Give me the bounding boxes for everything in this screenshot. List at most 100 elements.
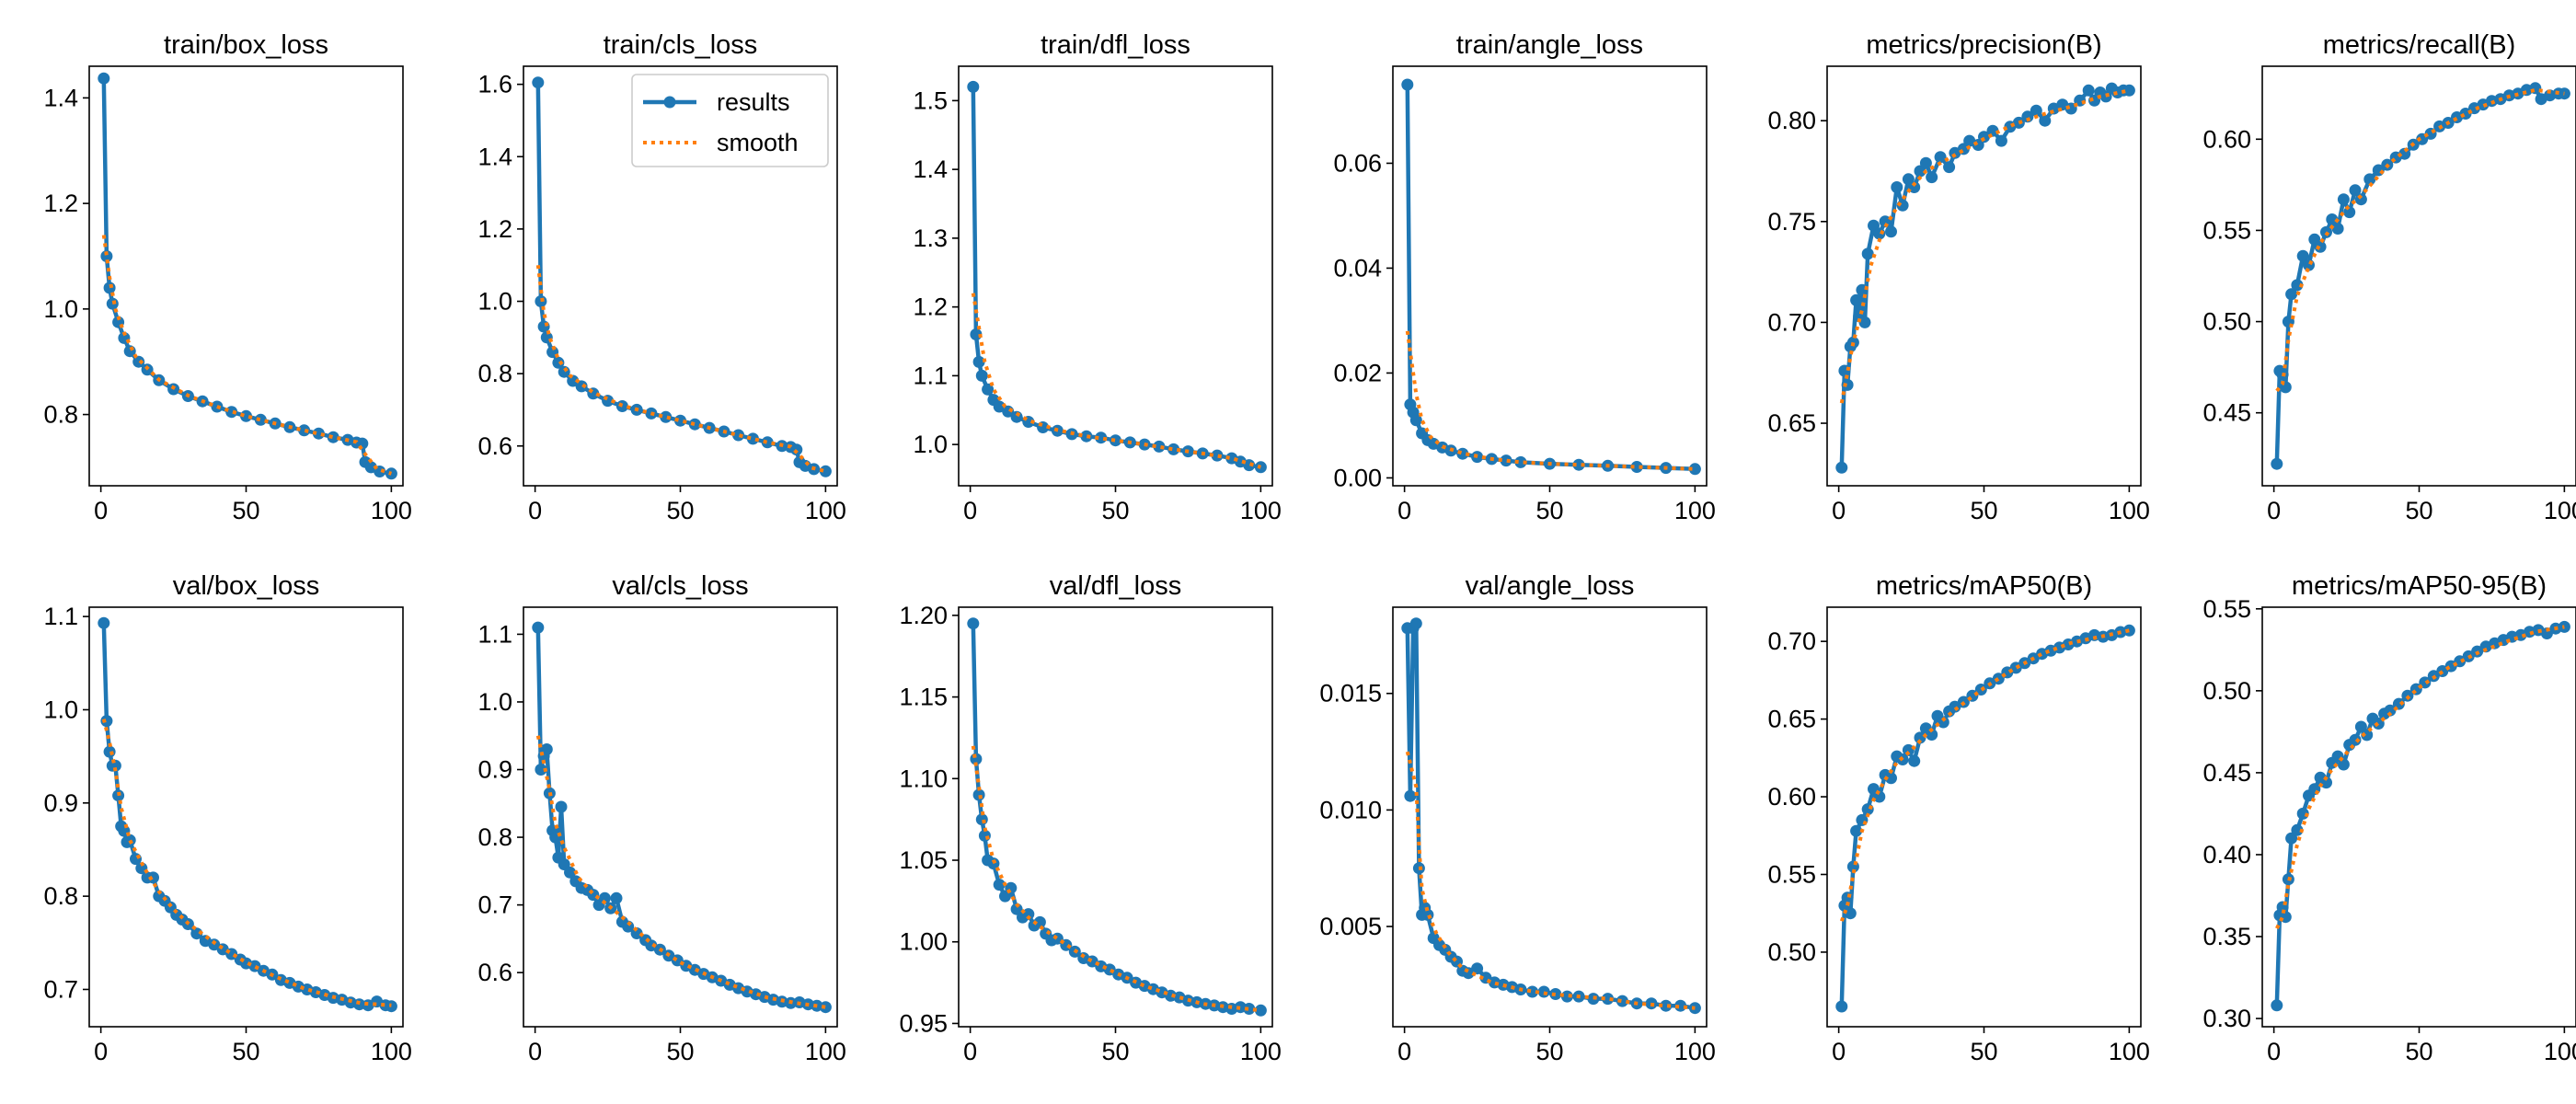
x-tick-label: 50 bbox=[1535, 1038, 1563, 1065]
results-point bbox=[240, 409, 252, 422]
y-tick-label: 0.9 bbox=[477, 756, 512, 784]
axes-frame bbox=[88, 65, 404, 487]
results-point bbox=[1914, 731, 1926, 744]
axes-frame bbox=[2261, 65, 2576, 487]
results-point bbox=[2285, 288, 2298, 301]
y-tick-label: 0.6 bbox=[477, 432, 512, 460]
results-point bbox=[98, 616, 110, 629]
y-tick-label: 1.05 bbox=[899, 846, 948, 874]
y-tick-label: 1.1 bbox=[913, 362, 948, 389]
panel-metrics-map50-b: metrics/mAP50(B) 0 50 100 0.50 0.55 0.60 0.65 0.… bbox=[1767, 571, 2149, 1065]
panel-train-box-loss: train/box_loss 0 50 100 0.8 1.0 1.2 1.4 bbox=[43, 30, 411, 524]
x-tick-label: 0 bbox=[94, 1038, 108, 1065]
y-tick-label: 0.8 bbox=[477, 823, 512, 851]
y-tick-label: 0.60 bbox=[2202, 125, 2251, 153]
panel-title: metrics/mAP50(B) bbox=[1876, 571, 2092, 601]
results-point bbox=[1243, 1003, 1256, 1015]
results-point bbox=[1500, 454, 1512, 467]
results-point bbox=[2320, 776, 2332, 789]
plot-data bbox=[532, 621, 832, 1014]
y-tick-label: 1.0 bbox=[43, 295, 78, 323]
y-tick-label: 1.1 bbox=[43, 603, 78, 630]
results-point bbox=[1254, 1004, 1267, 1017]
y-tick-label: 0.015 bbox=[1319, 680, 1382, 707]
results-point bbox=[615, 400, 628, 412]
results-point bbox=[1841, 378, 1854, 391]
results-point bbox=[532, 76, 545, 89]
y-tick-label: 0.7 bbox=[43, 975, 78, 1003]
x-tick-label: 100 bbox=[1240, 497, 1282, 524]
smooth-line bbox=[1405, 330, 1696, 471]
results-point bbox=[1033, 915, 1046, 928]
plot-data bbox=[532, 76, 832, 477]
y-tick-label: 0.8 bbox=[43, 882, 78, 910]
results-point bbox=[532, 621, 545, 634]
results-point bbox=[106, 297, 119, 310]
x-tick-label: 0 bbox=[94, 497, 108, 524]
y-tick-label: 1.3 bbox=[913, 224, 948, 252]
results-point bbox=[993, 879, 1006, 891]
panel-metrics-recall-b: metrics/recall(B) 0 50 100 0.45 0.50 0.55 0.60 bbox=[2202, 30, 2576, 524]
results-point bbox=[567, 374, 580, 387]
legend-smooth-label: smooth bbox=[717, 129, 799, 156]
y-tick-label: 0.35 bbox=[2202, 923, 2251, 950]
results-point bbox=[2030, 104, 2042, 117]
results-point bbox=[103, 282, 116, 294]
results-point bbox=[2308, 783, 2321, 796]
y-tick-label: 1.4 bbox=[477, 143, 512, 170]
results-point bbox=[1943, 161, 1956, 174]
y-tick-label: 0.60 bbox=[1767, 783, 1816, 811]
axes-frame bbox=[958, 65, 1273, 487]
x-tick-label: 0 bbox=[963, 497, 977, 524]
results-point bbox=[2082, 84, 2095, 97]
results-point bbox=[598, 891, 611, 904]
y-tick-label: 0.70 bbox=[1767, 308, 1816, 336]
results-point bbox=[967, 617, 980, 630]
x-tick-label: 50 bbox=[1101, 497, 1129, 524]
smooth-line bbox=[1405, 751, 1696, 1010]
results-line bbox=[1839, 86, 2130, 468]
results-point bbox=[2122, 84, 2135, 97]
results-point bbox=[660, 410, 673, 423]
results-point bbox=[1010, 410, 1023, 423]
results-point bbox=[2271, 999, 2283, 1012]
results-point bbox=[2349, 184, 2362, 197]
panel-val-angle-loss: val/angle_loss 0 50 100 0.005 0.010 0.015 bbox=[1319, 571, 1715, 1065]
x-tick-label: 50 bbox=[1970, 1038, 1997, 1065]
results-line bbox=[1405, 84, 1696, 472]
results-point bbox=[746, 432, 759, 445]
plot-data bbox=[1401, 617, 1701, 1015]
results-point bbox=[1858, 316, 1871, 328]
results-point bbox=[1404, 789, 1417, 802]
results-point bbox=[2122, 624, 2135, 637]
y-tick-label: 0.7 bbox=[477, 891, 512, 919]
y-tick-label: 0.75 bbox=[1767, 208, 1816, 236]
y-tick-label: 0.45 bbox=[2202, 399, 2251, 427]
y-tick-label: 1.00 bbox=[899, 928, 948, 956]
results-point bbox=[312, 427, 325, 440]
results-point bbox=[1986, 124, 1999, 137]
y-tick-label: 0.9 bbox=[43, 789, 78, 817]
results-point bbox=[1602, 993, 1615, 1006]
x-tick-label: 100 bbox=[2544, 1038, 2576, 1065]
y-tick-label: 1.15 bbox=[899, 684, 948, 711]
results-point bbox=[1572, 458, 1585, 471]
results-point bbox=[1616, 995, 1628, 1007]
results-point bbox=[2291, 279, 2304, 292]
axes-frame bbox=[1392, 65, 1708, 487]
results-point bbox=[1885, 772, 1897, 785]
results-point bbox=[1856, 283, 1869, 296]
results-point bbox=[254, 413, 267, 426]
smooth-line bbox=[101, 719, 392, 1007]
y-tick-label: 1.20 bbox=[899, 602, 948, 629]
panel-val-dfl-loss: val/dfl_loss 0 50 100 0.95 1.00 1.05 1.10 1.15 1.… bbox=[899, 571, 1281, 1065]
x-tick-label: 100 bbox=[2544, 497, 2576, 524]
results-point bbox=[327, 431, 339, 443]
panel-title: train/cls_loss bbox=[604, 30, 758, 60]
y-tick-label: 1.0 bbox=[477, 688, 512, 716]
results-point bbox=[1978, 131, 1990, 144]
results-point bbox=[1688, 463, 1701, 476]
results-point bbox=[2291, 823, 2304, 836]
panel-title: val/angle_loss bbox=[1466, 571, 1635, 601]
results-point bbox=[1885, 225, 1897, 238]
